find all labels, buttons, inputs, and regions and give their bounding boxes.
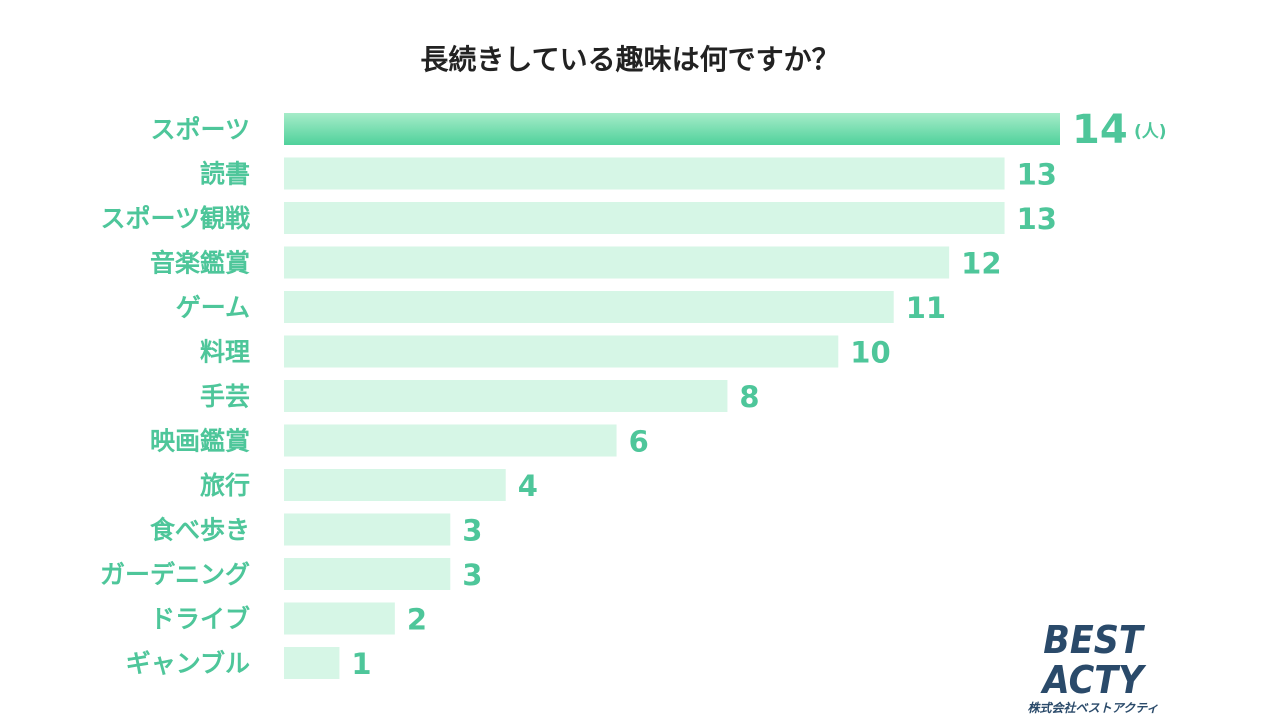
company-logo: BEST ACTY 株式会社ベストアクティ: [998, 620, 1188, 716]
bar-6: [284, 380, 728, 412]
value-label: 2: [407, 603, 427, 637]
value-label: 8: [739, 380, 759, 414]
bar-2: [284, 202, 1005, 234]
value-label: 10: [850, 336, 890, 370]
value-label: 12: [961, 247, 1001, 281]
category-label: 手芸: [200, 382, 250, 411]
category-label: 読書: [200, 160, 250, 189]
value-label: 4: [518, 469, 538, 503]
value-label: 1: [351, 647, 371, 681]
chart-title: 長続きしている趣味は何ですか？: [420, 43, 840, 76]
value-label: 13: [1017, 202, 1057, 236]
category-label: ギャンブル: [126, 649, 250, 678]
category-label: 料理: [200, 338, 250, 367]
bar-11: [284, 602, 395, 635]
category-label: 旅行: [200, 471, 250, 500]
value-label: 3: [462, 514, 482, 548]
value-label: 13: [1017, 158, 1057, 192]
category-label: ドライブ: [150, 605, 250, 634]
value-label: 11: [906, 291, 946, 325]
bar-4: [284, 291, 894, 323]
bar-0: [284, 113, 1060, 145]
logo-main-text: BEST ACTY: [1042, 618, 1144, 702]
category-label: ゲーム: [176, 293, 250, 322]
bar-9: [284, 513, 451, 546]
bar-8: [284, 469, 506, 501]
value-label: 3: [462, 558, 482, 592]
bar-1: [284, 157, 1005, 190]
category-label: ガーデニング: [100, 560, 250, 589]
value-label: 14: [1072, 107, 1128, 153]
value-label: 6: [629, 425, 649, 459]
bar-3: [284, 246, 950, 279]
category-label: 食べ歩き: [150, 516, 250, 545]
unit-label: (人): [1134, 122, 1167, 142]
bar-12: [284, 647, 340, 679]
category-label: スポーツ: [150, 115, 250, 144]
category-label: 音楽鑑賞: [150, 249, 250, 278]
bar-7: [284, 424, 617, 457]
logo-sub-text: 株式会社ベストアクティ: [1027, 701, 1159, 715]
category-label: 映画鑑賞: [150, 427, 250, 456]
bar-5: [284, 335, 839, 368]
category-label: スポーツ観戦: [100, 204, 250, 233]
bar-10: [284, 558, 451, 590]
